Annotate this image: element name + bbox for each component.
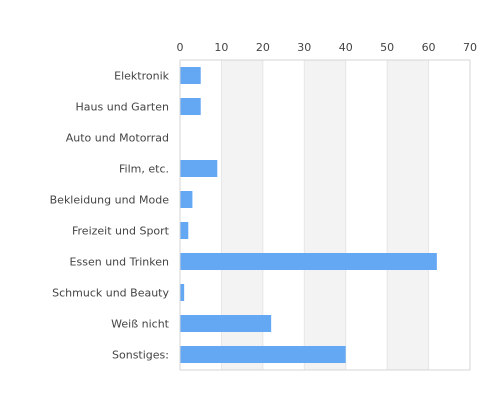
grid-bands: [221, 60, 429, 370]
category-label: Freizeit und Sport: [72, 225, 170, 238]
category-label: Auto und Motorrad: [66, 132, 169, 145]
bar: [180, 284, 185, 301]
bar: [180, 191, 193, 208]
category-label: Sonstiges:: [112, 349, 169, 362]
category-label: Elektronik: [114, 70, 169, 83]
bar: [180, 253, 437, 270]
category-label: Weiß nicht: [111, 318, 170, 331]
bars: [180, 67, 437, 363]
category-label: Haus und Garten: [76, 101, 170, 114]
bar: [180, 98, 201, 115]
x-tick-label: 30: [297, 41, 311, 54]
bar: [180, 315, 272, 332]
category-label: Film, etc.: [119, 163, 169, 176]
category-label: Schmuck und Beauty: [52, 287, 169, 300]
x-tick-label: 50: [380, 41, 394, 54]
x-tick-label: 20: [256, 41, 270, 54]
bar: [180, 67, 201, 84]
bar: [180, 160, 218, 177]
bar: [180, 222, 189, 239]
plot-frame: [179, 59, 471, 371]
grid-band: [387, 60, 429, 370]
category-label: Bekleidung und Mode: [50, 194, 170, 207]
grid-band: [304, 60, 346, 370]
x-tick-label: 70: [463, 41, 477, 54]
bar: [180, 346, 346, 363]
x-axis-ticks: 0 10 20 30 40 50 60 70: [177, 41, 478, 54]
category-labels: Elektronik Haus und Garten Auto und Motorr…: [50, 70, 170, 362]
x-tick-label: 10: [214, 41, 228, 54]
category-label: Essen und Trinken: [70, 256, 169, 269]
x-tick-label: 40: [339, 41, 353, 54]
x-tick-label: 60: [422, 41, 436, 54]
x-tick-label: 0: [177, 41, 184, 54]
